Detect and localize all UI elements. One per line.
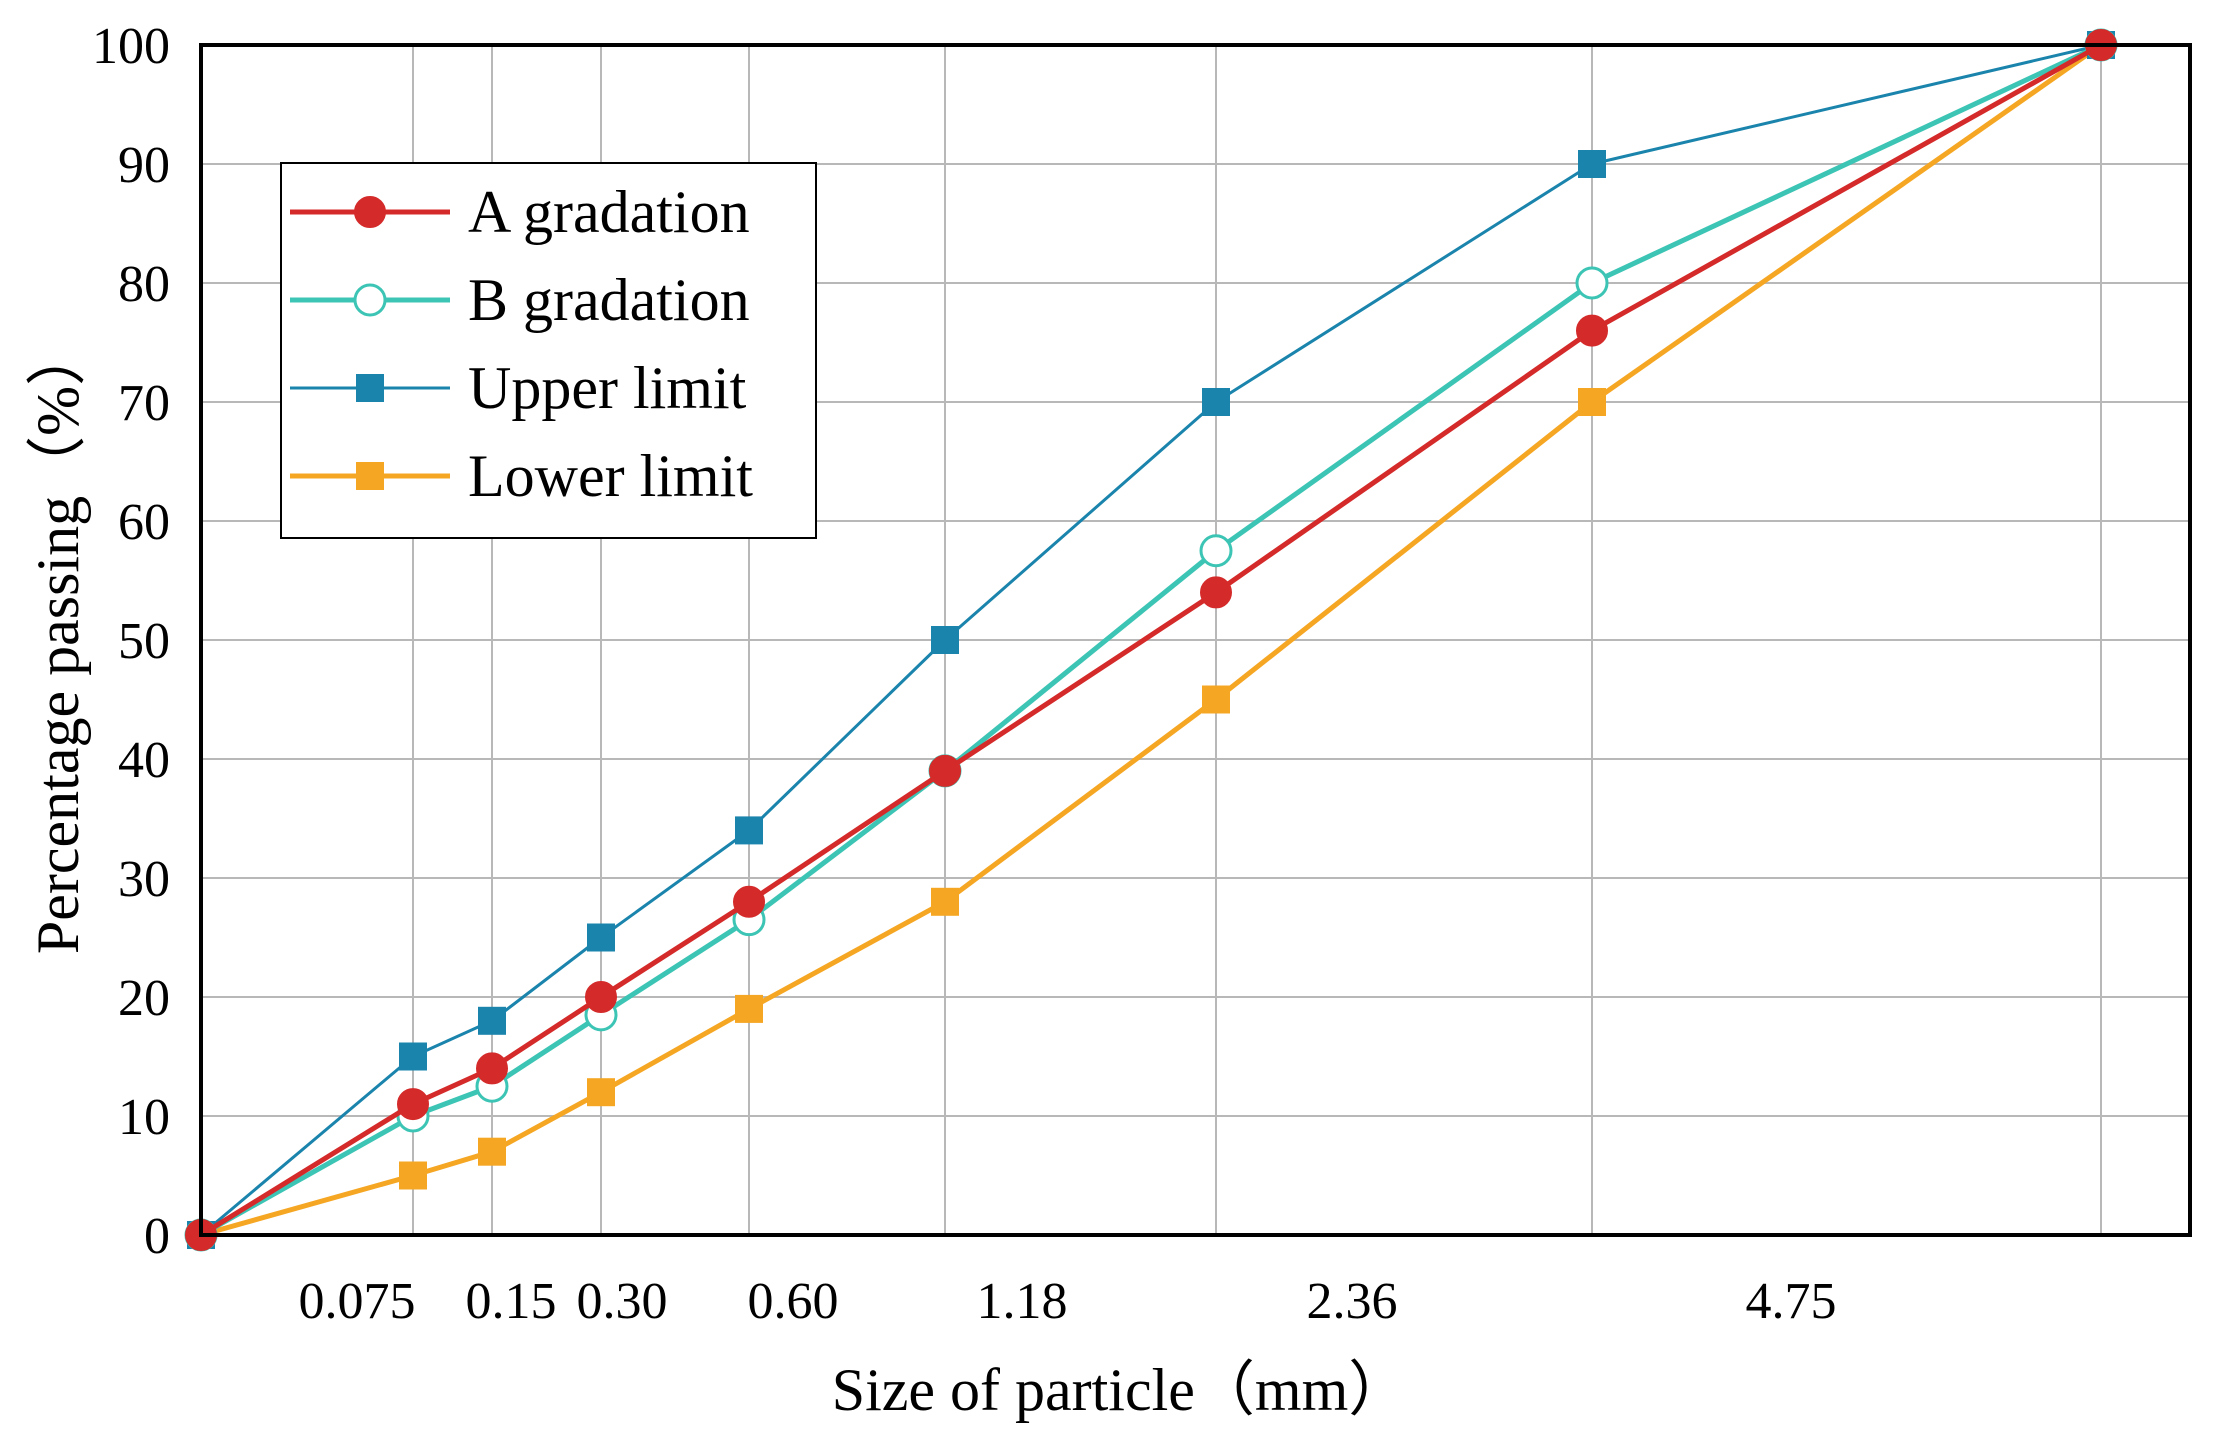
- y-tick-label-50: 50: [118, 613, 170, 670]
- y-tick-label-30: 30: [118, 851, 170, 908]
- y-tick-label-70: 70: [118, 375, 170, 432]
- point-b-gradation-6: [1199, 534, 1233, 568]
- point-a-gradation-3: [585, 981, 617, 1013]
- legend-item-b-gradation: B gradation: [290, 267, 750, 333]
- x-tick-label-0.075: 0.075: [299, 1273, 416, 1330]
- x-tick-label-0.60: 0.60: [748, 1273, 839, 1330]
- y-tick-label-100: 100: [92, 18, 170, 75]
- point-a-gradation-1: [397, 1088, 429, 1121]
- plot-frame: [199, 43, 2192, 1237]
- point-upper-limit-5: [931, 626, 959, 654]
- legend-item-a-gradation: A gradation: [290, 179, 750, 245]
- legend-item-lower-limit: Lower limit: [290, 443, 753, 509]
- legend-label-lower-limit: Lower limit: [468, 443, 753, 509]
- y-axis-title: Percentage passing（%）: [25, 326, 91, 954]
- x-tick-label-0.15: 0.15: [466, 1273, 557, 1330]
- point-upper-limit-7: [1578, 150, 1606, 178]
- y-tick-label-90: 90: [118, 137, 170, 194]
- point-upper-limit-6: [1202, 388, 1230, 416]
- y-tick-label-0: 0: [144, 1208, 170, 1265]
- x-axis-ticks: 0.075 0.15 0.30 0.60 1.18 2.36 4.75: [299, 1273, 1837, 1330]
- y-tick-label-10: 10: [118, 1089, 170, 1146]
- point-lower-limit-3: [587, 1078, 615, 1107]
- x-tick-label-4.75: 4.75: [1746, 1273, 1837, 1330]
- y-tick-label-80: 80: [118, 256, 170, 313]
- point-b-gradation-7: [1575, 266, 1609, 300]
- point-a-gradation-6: [1200, 576, 1232, 609]
- legend-marker-upper-limit: [356, 374, 384, 402]
- x-axis-title: Size of particle（mm）: [832, 1357, 1409, 1423]
- y-axis-ticks: 0 10 20 30 40 50 60 70 80 90 100: [92, 18, 170, 1265]
- y-tick-label-60: 60: [118, 494, 170, 551]
- legend-label-a-gradation: A gradation: [468, 179, 750, 245]
- y-tick-label-20: 20: [118, 970, 170, 1027]
- point-upper-limit-2: [478, 1006, 506, 1035]
- point-lower-limit-1: [399, 1161, 427, 1190]
- point-a-gradation-2: [476, 1052, 508, 1085]
- x-tick-label-1.18: 1.18: [977, 1273, 1068, 1330]
- point-upper-limit-4: [735, 816, 763, 845]
- point-a-gradation-7: [1576, 314, 1608, 347]
- point-lower-limit-5: [931, 887, 959, 916]
- point-lower-limit-6: [1202, 685, 1230, 714]
- legend-marker-lower-limit: [356, 462, 384, 490]
- x-tick-label-2.36: 2.36: [1307, 1273, 1398, 1330]
- series-layer: [184, 28, 2118, 1252]
- legend: A gradation B gradation Upper limit Lower l…: [280, 162, 817, 539]
- point-lower-limit-2: [478, 1137, 506, 1166]
- legend-marker-a-gradation: [354, 196, 386, 228]
- series-a-gradation: [185, 29, 2117, 1251]
- point-upper-limit-1: [399, 1042, 427, 1071]
- point-upper-limit-3: [587, 923, 615, 952]
- point-lower-limit-7: [1578, 388, 1606, 416]
- point-a-gradation-4: [733, 885, 765, 918]
- legend-label-upper-limit: Upper limit: [468, 355, 747, 421]
- legend-item-upper-limit: Upper limit: [290, 355, 747, 421]
- y-tick-label-40: 40: [118, 732, 170, 789]
- point-lower-limit-4: [735, 994, 763, 1023]
- legend-marker-b-gradation: [353, 283, 387, 317]
- x-tick-label-0.30: 0.30: [577, 1273, 668, 1330]
- legend-label-b-gradation: B gradation: [468, 267, 750, 333]
- point-a-gradation-5: [929, 754, 961, 787]
